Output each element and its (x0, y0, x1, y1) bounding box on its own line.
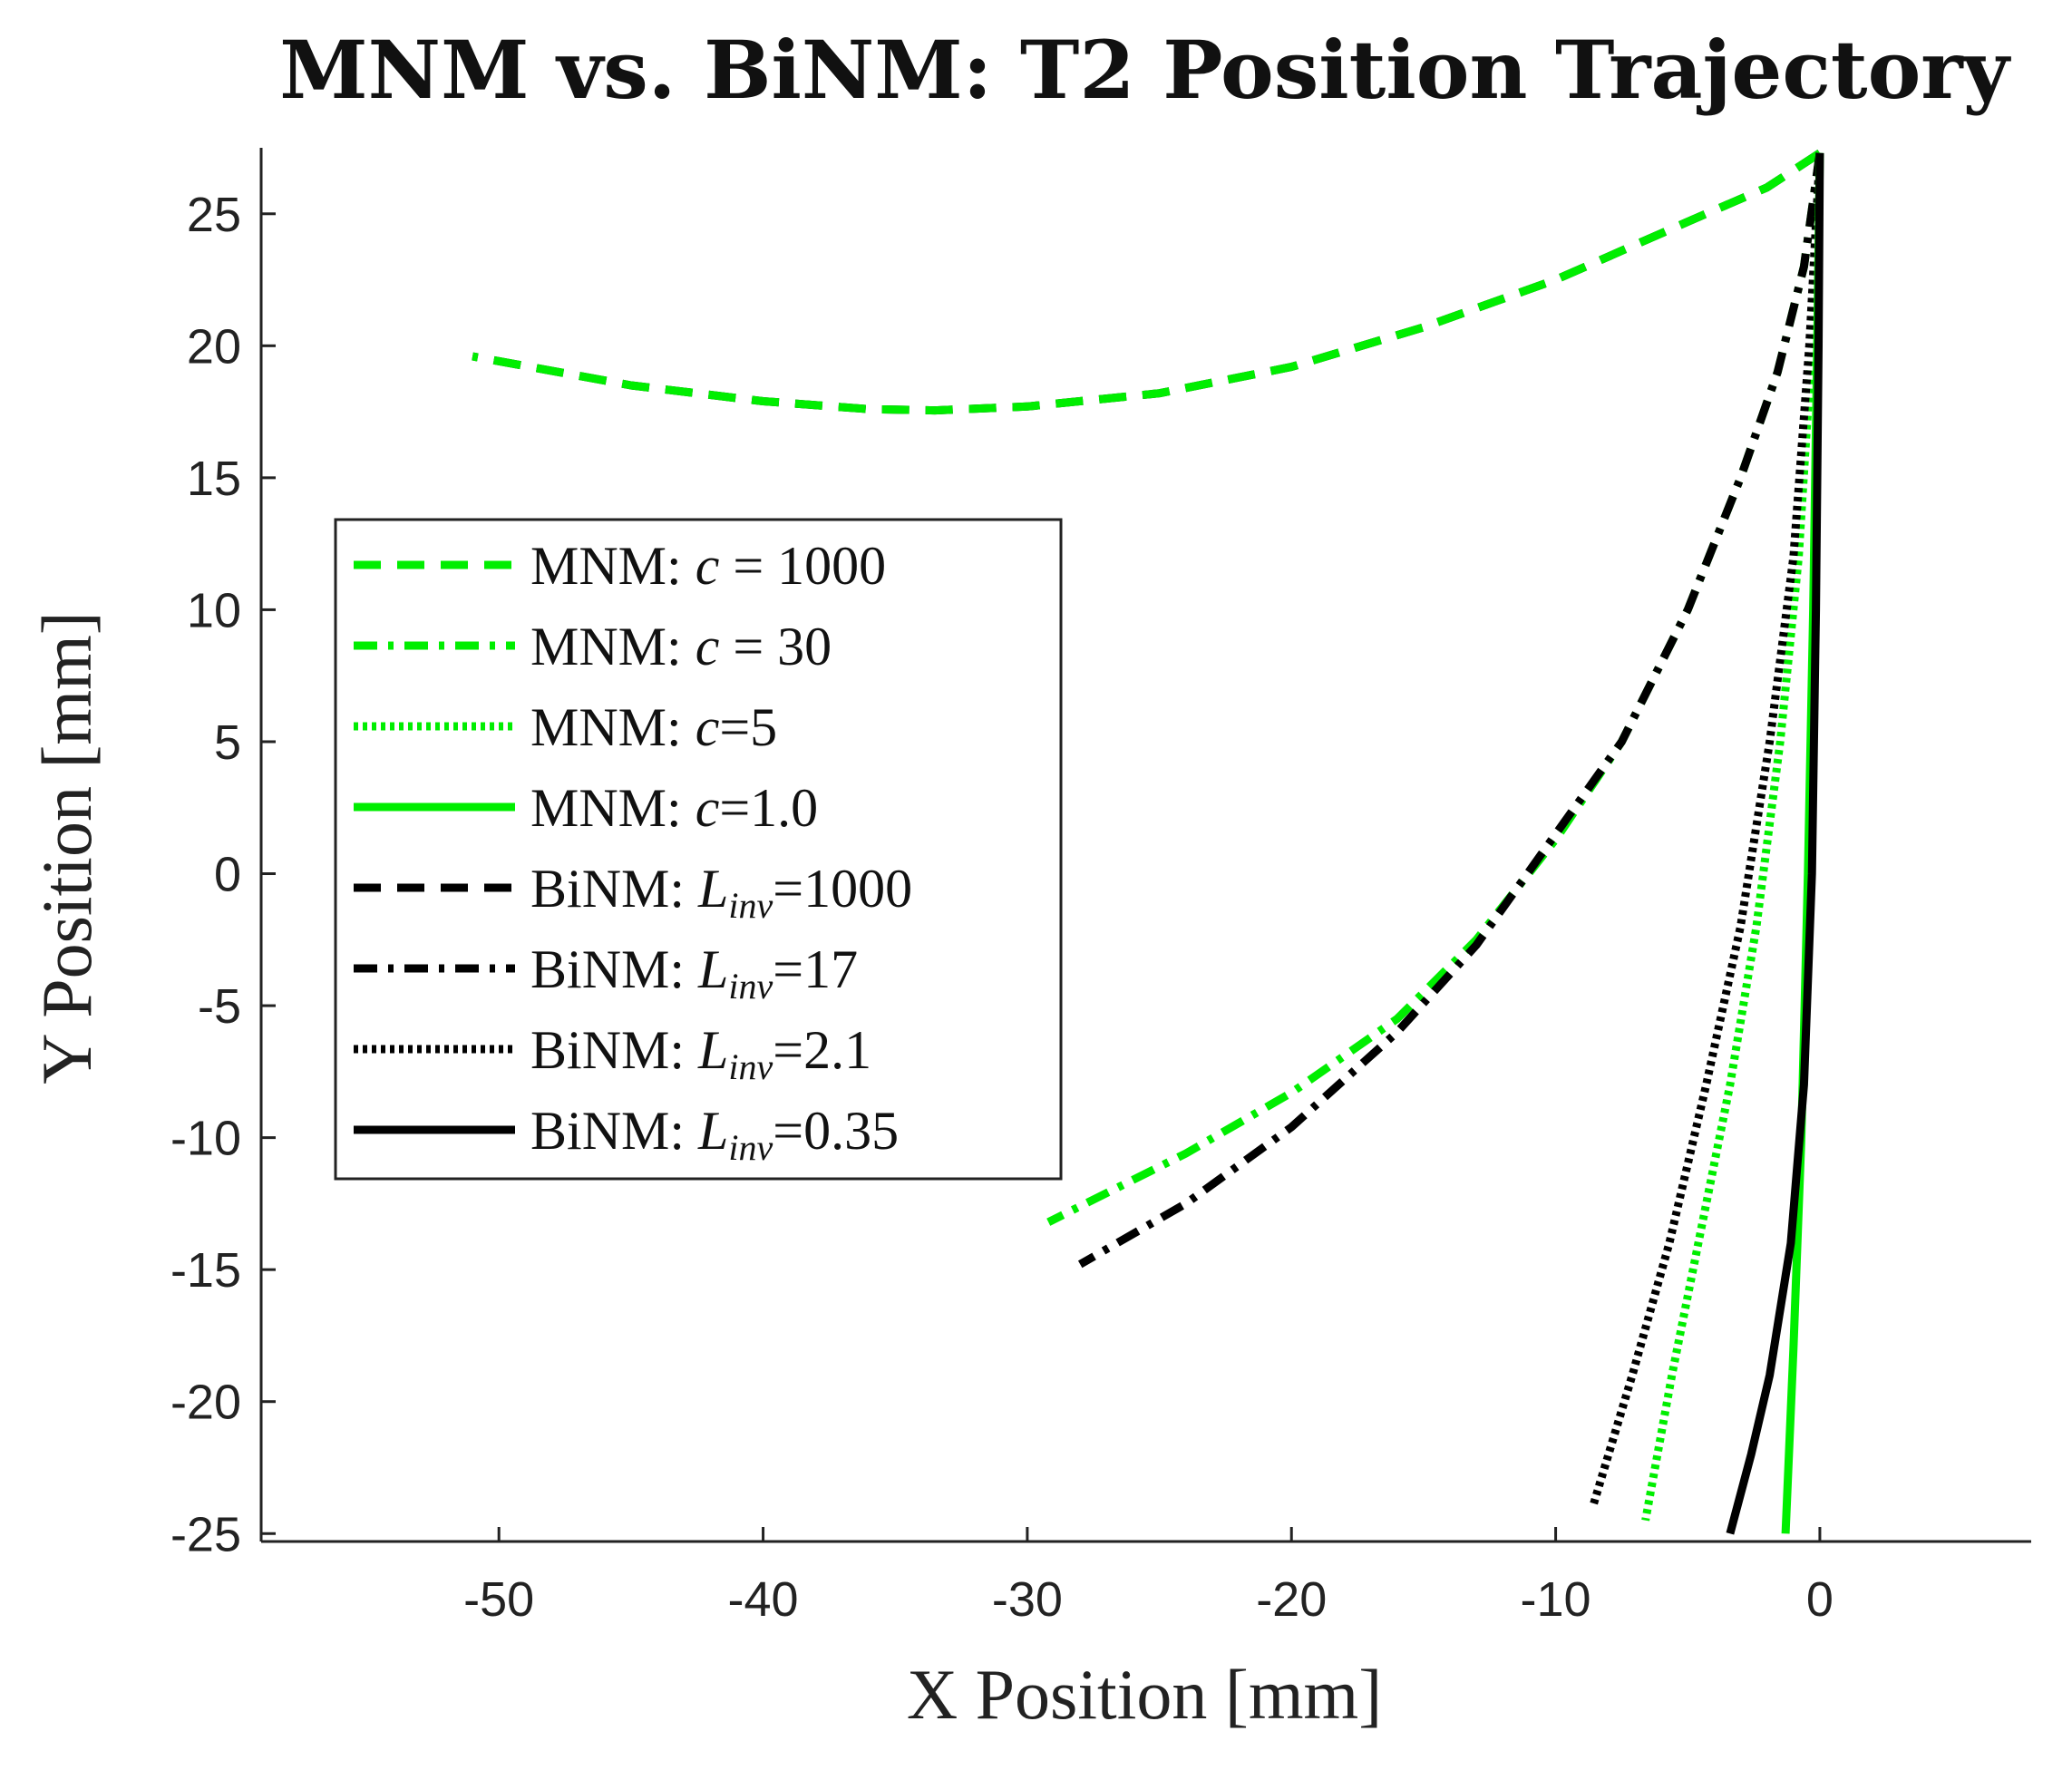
legend-entry-6: MNM: c=1.0 (530, 778, 818, 838)
y-tick-label: -10 (170, 1112, 241, 1166)
plot-area (472, 150, 1824, 1535)
y-tick-label: 10 (187, 583, 241, 637)
legend-entry-3: BiNM: Linv=17 (530, 939, 858, 1007)
y-axis-label: Y Position [mm] (27, 611, 106, 1084)
legend-entry-4: MNM: c=5 (530, 697, 777, 757)
legend-entry-5: BiNM: Linv=2.1 (530, 1020, 871, 1087)
series-line-2 (1046, 152, 1824, 1226)
x-tick-label: -50 (463, 1572, 534, 1627)
legend: MNM: c = 1000 MNM: c = 30 MNM: c=5 MNM: c=1… (334, 518, 1063, 1181)
y-tick-label: 15 (187, 452, 241, 506)
y-tick-label: 5 (214, 715, 241, 770)
y-tick-label: -25 (170, 1507, 241, 1561)
legend-entry-0: BiNM: Linv=1000 (530, 859, 912, 926)
x-tick-label: -30 (992, 1572, 1063, 1627)
x-tick-label: -40 (728, 1572, 799, 1627)
series-line-1 (472, 150, 1823, 415)
legend-entry-7: BiNM: Linv=0.35 (530, 1101, 899, 1168)
chart-title: MNM vs. BiNM: T2 Position Trajectory (279, 23, 2011, 117)
legend-entry-1: MNM: c = 1000 (530, 536, 886, 596)
x-tick-label: -10 (1521, 1572, 1591, 1627)
y-tick-label: 0 (214, 848, 241, 902)
x-tick-label: 0 (1806, 1572, 1834, 1627)
series-line-7 (1726, 152, 1824, 1535)
y-tick-label: 20 (187, 319, 241, 374)
series-line-5 (1589, 152, 1824, 1509)
x-axis-label: X Position [mm] (907, 1655, 1382, 1734)
y-tick-label: -5 (198, 979, 241, 1034)
legend-entry-2: MNM: c = 30 (530, 617, 832, 676)
series-line-3 (1077, 152, 1824, 1269)
x-tick-label: -20 (1256, 1572, 1327, 1627)
series-line-0 (472, 150, 1823, 415)
legend-box (334, 518, 1063, 1181)
y-tick-label: -20 (170, 1376, 241, 1430)
y-tick-label: 25 (187, 188, 241, 242)
y-tick-label: -15 (170, 1243, 241, 1298)
